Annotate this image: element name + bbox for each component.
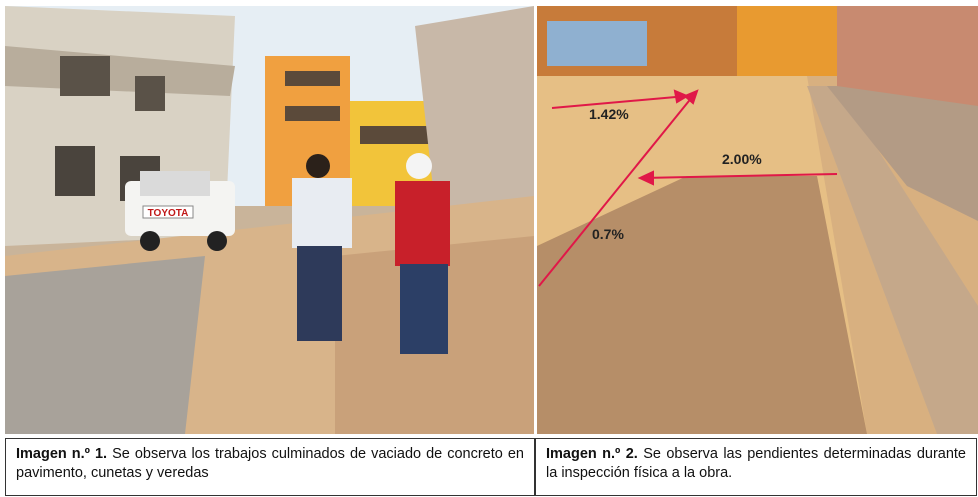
photo-2: 1.42% 2.00% 0.7% [537,6,978,434]
page: TOYOTA 1.42% 2.00% 0.7% Imagen n.º 1. Se… [0,0,978,497]
slope-label: 0.7% [592,226,624,242]
photo-1: TOYOTA [5,6,534,434]
caption-label: Imagen n.º 2. [546,446,638,462]
caption-label: Imagen n.º 1. [16,446,107,462]
caption-1: Imagen n.º 1. Se observa los trabajos cu… [5,438,535,496]
plate-text: TOYOTA [148,208,189,219]
slope-label: 1.42% [589,106,629,122]
caption-2: Imagen n.º 2. Se observa las pendientes … [535,438,977,496]
slope-label: 2.00% [722,151,762,167]
